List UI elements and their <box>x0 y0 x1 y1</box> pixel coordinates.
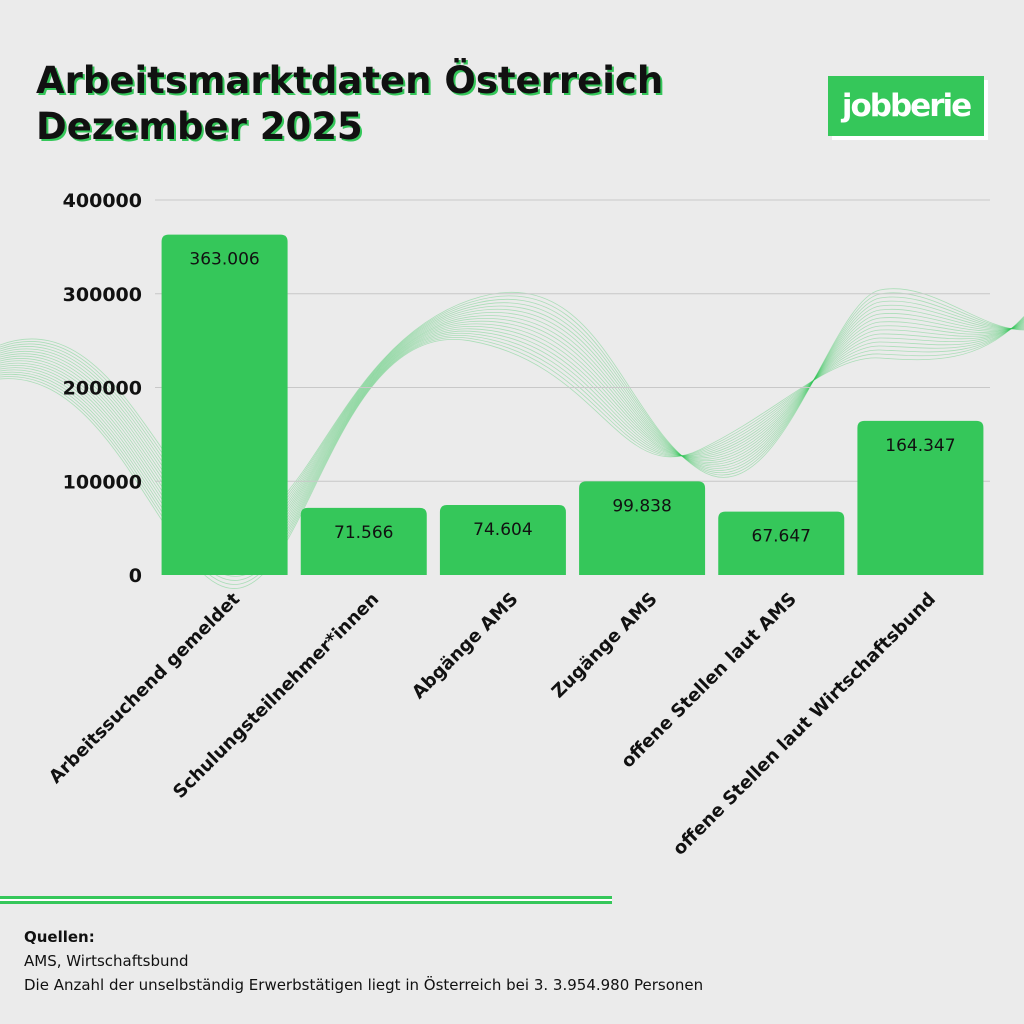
y-tick-label: 0 <box>129 565 142 587</box>
bar-chart: 0 100000 200000 300000 400000 363.006 71.566 7… <box>0 190 1024 860</box>
x-category-label: Zugänge AMS <box>548 589 662 703</box>
jobberie-logo: jobberie <box>828 76 984 136</box>
x-axis-category-labels: Arbeitssuchend gemeldetSchulungsteilnehm… <box>45 588 940 859</box>
bar-4 <box>579 481 706 575</box>
bar-value-labels: 363.006 71.566 74.604 99.838 67.647 164.347 <box>189 250 955 547</box>
bar-1 <box>161 234 288 575</box>
bar-value-label: 99.838 <box>612 496 671 516</box>
sources-line-2: Die Anzahl der unselbständig Erwerbstäti… <box>24 976 704 994</box>
sources-line-1: AMS, Wirtschaftsbund <box>24 952 189 970</box>
bar-value-label: 74.604 <box>473 520 532 540</box>
bar-6 <box>857 420 984 575</box>
chart-gridlines <box>155 199 990 482</box>
chart-title: Arbeitsmarktdaten Österreich Dezember 20… <box>36 58 663 150</box>
bar-3 <box>439 505 566 575</box>
bar-value-label: 363.006 <box>189 250 259 270</box>
bar-2 <box>300 507 427 575</box>
y-tick-label: 300000 <box>63 284 142 306</box>
x-category-label: Abgänge AMS <box>408 589 522 703</box>
divider-line <box>0 896 612 904</box>
chart-title-line-1: Arbeitsmarktdaten Österreich <box>36 59 664 102</box>
bar-value-label: 71.566 <box>334 523 393 543</box>
y-axis-ticks: 0 100000 200000 300000 400000 <box>63 190 142 587</box>
y-tick-label: 100000 <box>63 471 142 493</box>
chart-title-line-2: Dezember 2025 <box>36 105 363 148</box>
x-category-label: offene Stellen laut Wirtschaftsbund <box>669 589 940 860</box>
sources-heading: Quellen: <box>24 928 95 946</box>
y-tick-label: 400000 <box>63 190 142 212</box>
sources-block: Quellen: AMS, Wirtschaftsbund Die Anzahl… <box>24 925 703 997</box>
chart-bars <box>161 234 984 575</box>
y-tick-label: 200000 <box>63 378 142 400</box>
bar-value-label: 67.647 <box>752 527 811 547</box>
bar-value-label: 164.347 <box>885 436 955 456</box>
bar-5 <box>718 511 845 575</box>
